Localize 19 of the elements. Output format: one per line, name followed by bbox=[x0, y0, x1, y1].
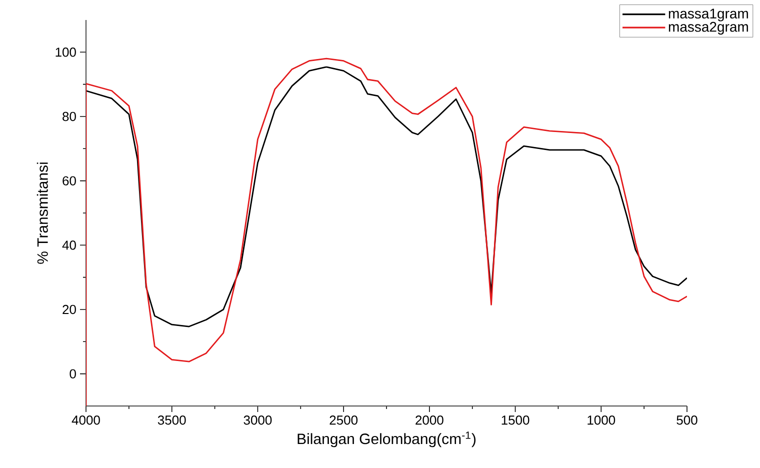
x-tick-label: 2000 bbox=[416, 416, 444, 425]
x-tick-label: 1000 bbox=[588, 416, 616, 425]
y-axis-title: % Transmitansi bbox=[36, 162, 48, 264]
x-tick-label: 500 bbox=[676, 416, 698, 425]
x-tick-label: 3500 bbox=[158, 416, 186, 425]
x-tick-label: 4000 bbox=[72, 416, 100, 425]
x-axis-title: Bilangan Gelombang(cm$^{-1}$) bbox=[298, 432, 476, 448]
y-tick-label: 40 bbox=[62, 240, 76, 250]
x-tick-label: 2500 bbox=[330, 416, 358, 425]
legend-label: massa1gram bbox=[668, 8, 748, 22]
y-tick-label: 80 bbox=[62, 112, 76, 122]
legend-label: massa2gram bbox=[668, 22, 748, 35]
y-tick-label: 60 bbox=[62, 176, 76, 186]
y-tick-label: 0 bbox=[70, 369, 76, 378]
x-tick-label: 1500 bbox=[502, 416, 530, 425]
y-tick-label: 20 bbox=[62, 304, 76, 314]
y-tick-label: 100 bbox=[56, 48, 76, 57]
line-series bbox=[86, 66, 687, 328]
x-tick-label: 3000 bbox=[244, 416, 272, 425]
